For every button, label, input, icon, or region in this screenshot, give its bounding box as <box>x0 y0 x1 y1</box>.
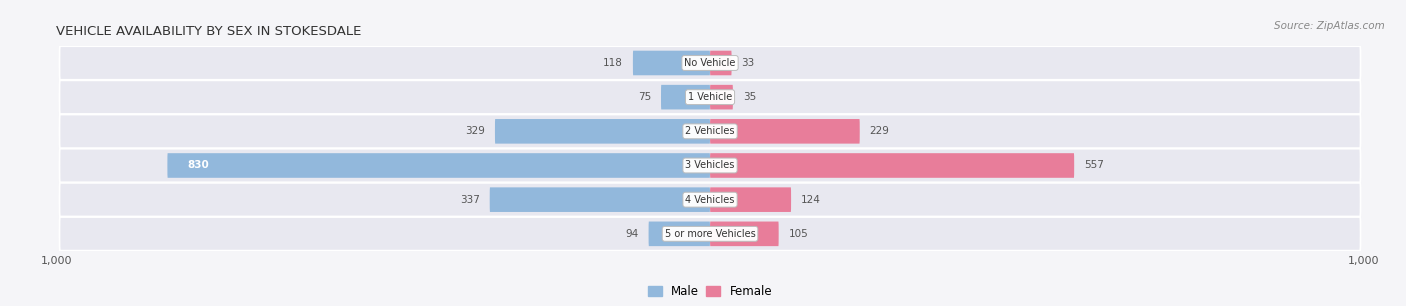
Text: 2 Vehicles: 2 Vehicles <box>685 126 735 136</box>
FancyBboxPatch shape <box>495 119 710 144</box>
Text: 4 Vehicles: 4 Vehicles <box>685 195 735 205</box>
FancyBboxPatch shape <box>710 153 1074 178</box>
FancyBboxPatch shape <box>710 187 792 212</box>
Text: 557: 557 <box>1084 160 1104 170</box>
Text: 105: 105 <box>789 229 808 239</box>
Text: 337: 337 <box>460 195 479 205</box>
Text: 118: 118 <box>603 58 623 68</box>
FancyBboxPatch shape <box>59 46 1361 80</box>
FancyBboxPatch shape <box>710 51 731 75</box>
Text: 33: 33 <box>741 58 755 68</box>
FancyBboxPatch shape <box>648 222 710 246</box>
FancyBboxPatch shape <box>59 183 1361 216</box>
FancyBboxPatch shape <box>489 187 710 212</box>
Text: Source: ZipAtlas.com: Source: ZipAtlas.com <box>1274 21 1385 32</box>
Text: No Vehicle: No Vehicle <box>685 58 735 68</box>
FancyBboxPatch shape <box>661 85 710 110</box>
FancyBboxPatch shape <box>59 149 1361 182</box>
FancyBboxPatch shape <box>633 51 710 75</box>
Text: 3 Vehicles: 3 Vehicles <box>685 160 735 170</box>
Text: 5 or more Vehicles: 5 or more Vehicles <box>665 229 755 239</box>
FancyBboxPatch shape <box>59 80 1361 114</box>
Text: 1 Vehicle: 1 Vehicle <box>688 92 733 102</box>
Text: 830: 830 <box>187 160 208 170</box>
FancyBboxPatch shape <box>59 114 1361 148</box>
Text: 329: 329 <box>465 126 485 136</box>
Text: 35: 35 <box>742 92 756 102</box>
Text: 75: 75 <box>638 92 651 102</box>
FancyBboxPatch shape <box>167 153 710 178</box>
FancyBboxPatch shape <box>710 119 859 144</box>
FancyBboxPatch shape <box>59 217 1361 251</box>
Text: VEHICLE AVAILABILITY BY SEX IN STOKESDALE: VEHICLE AVAILABILITY BY SEX IN STOKESDAL… <box>56 25 361 38</box>
Text: 124: 124 <box>801 195 821 205</box>
FancyBboxPatch shape <box>710 222 779 246</box>
Legend: Male, Female: Male, Female <box>643 280 778 302</box>
Text: 94: 94 <box>626 229 638 239</box>
FancyBboxPatch shape <box>710 85 733 110</box>
Text: 229: 229 <box>869 126 890 136</box>
